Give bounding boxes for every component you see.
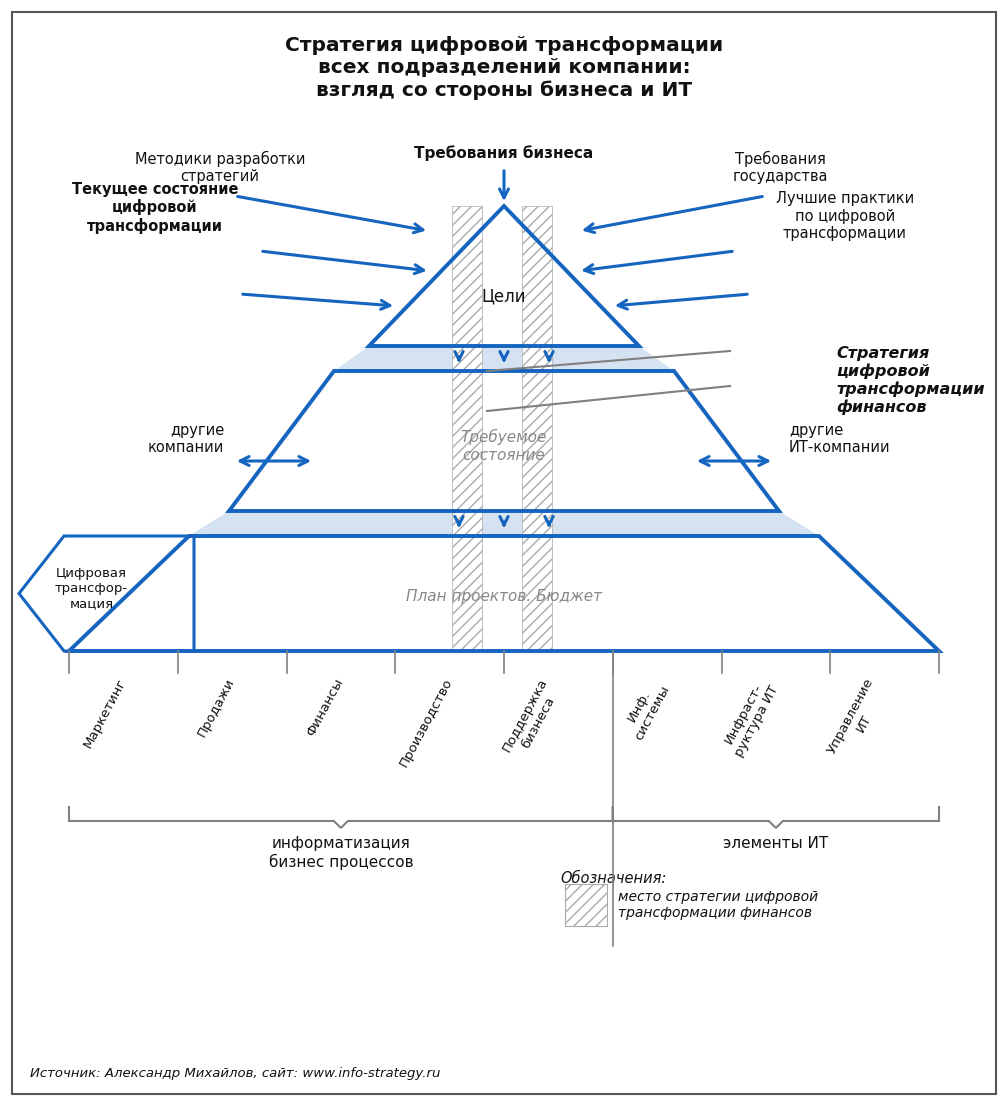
Text: место стратегии цифровой
трансформации финансов: место стратегии цифровой трансформации ф…: [618, 890, 818, 920]
Text: Текущее состояние
цифровой
трансформации: Текущее состояние цифровой трансформации: [72, 181, 238, 234]
Text: Источник: Александр Михайлов, сайт: www.info-strategy.ru: Источник: Александр Михайлов, сайт: www.…: [30, 1067, 440, 1079]
Text: Стратегия
цифровой
трансформации
финансов: Стратегия цифровой трансформации финансо…: [837, 346, 985, 415]
Polygon shape: [69, 536, 939, 651]
Text: Цифровая
трансфор-
мация: Цифровая трансфор- мация: [55, 567, 128, 611]
Text: Инф.
системы: Инф. системы: [619, 676, 672, 742]
Text: Управление
ИТ: Управление ИТ: [826, 676, 890, 763]
Text: Продажи: Продажи: [196, 676, 237, 739]
Text: другие
ИТ-компании: другие ИТ-компании: [789, 422, 891, 455]
Text: Маркетинг: Маркетинг: [81, 676, 128, 750]
Polygon shape: [19, 536, 194, 651]
Text: Инфраст-
руктура ИТ: Инфраст- руктура ИТ: [719, 676, 781, 759]
Text: Обозначения:: Обозначения:: [560, 872, 666, 886]
Bar: [452, 206, 482, 651]
Text: Поддержка
бизнеса: Поддержка бизнеса: [500, 676, 563, 761]
Text: Стратегия цифровой трансформации
всех подразделений компании:
взгляд со стороны : Стратегия цифровой трансформации всех по…: [285, 36, 723, 100]
Text: Финансы: Финансы: [304, 676, 346, 739]
Text: Цели: Цели: [482, 286, 526, 305]
Text: Методики разработки
стратегий: Методики разработки стратегий: [135, 150, 305, 184]
Polygon shape: [369, 206, 639, 346]
Polygon shape: [229, 371, 779, 511]
Bar: [522, 206, 552, 651]
Text: другие
компании: другие компании: [147, 422, 224, 455]
Text: Лучшие практики
по цифровой
трансформации: Лучшие практики по цифровой трансформаци…: [776, 191, 914, 241]
Polygon shape: [190, 511, 818, 536]
Bar: [565, 884, 607, 926]
Text: Требования бизнеса: Требования бизнеса: [414, 145, 594, 161]
Text: информатизация
бизнес процессов: информатизация бизнес процессов: [268, 836, 413, 869]
Text: План проектов. Бюджет: План проектов. Бюджет: [406, 588, 602, 604]
Text: Требуемое
состояние: Требуемое состояние: [461, 429, 547, 462]
Polygon shape: [334, 346, 674, 371]
Text: элементы ИТ: элементы ИТ: [724, 836, 829, 851]
Text: Производство: Производство: [397, 676, 455, 769]
Text: Требования
государства: Требования государства: [732, 150, 828, 184]
